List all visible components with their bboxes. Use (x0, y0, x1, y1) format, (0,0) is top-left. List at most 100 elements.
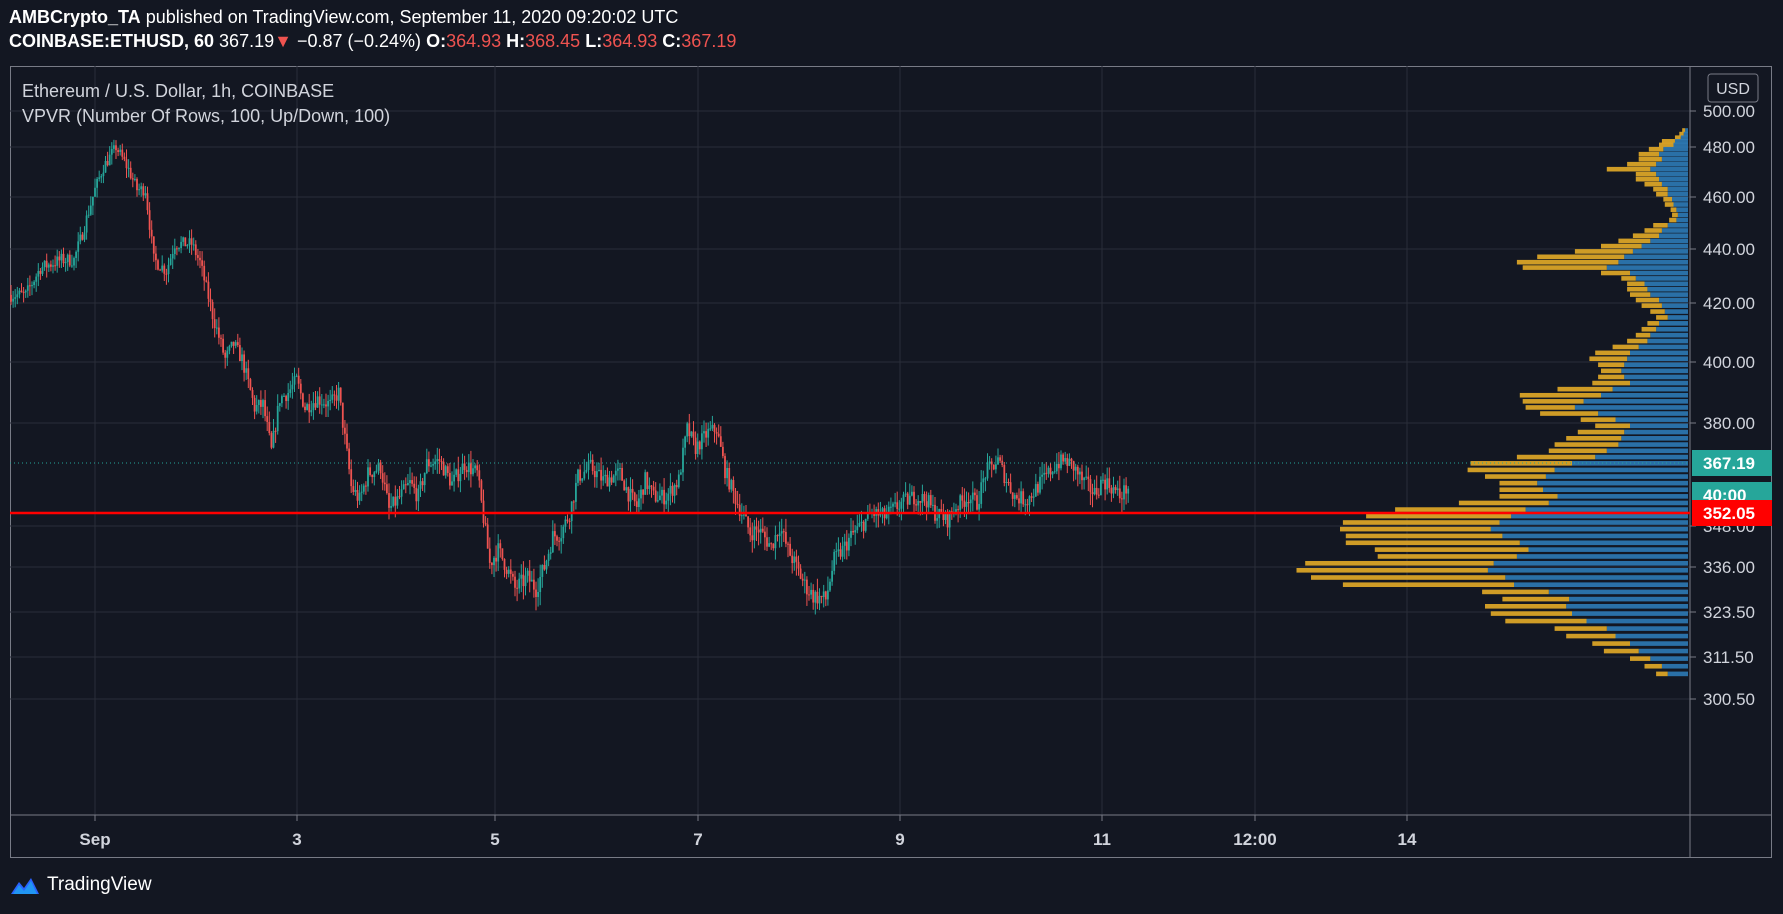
candle-body (362, 485, 365, 492)
candle-body (79, 234, 82, 242)
candle-body (686, 423, 689, 437)
candle-body (1127, 488, 1130, 494)
candle-body (627, 487, 630, 502)
vpvr-up-bar (1583, 399, 1688, 404)
vpvr-up-bar (1638, 648, 1688, 654)
vpvr-down-bar (1653, 223, 1668, 228)
vpvr-down-bar (1502, 596, 1570, 602)
candle-body (276, 405, 279, 432)
indicator-label[interactable]: VPVR (Number Of Rows, 100, Up/Down, 100) (22, 106, 390, 126)
candle-body (707, 428, 710, 438)
vpvr-down-bar (1505, 618, 1587, 624)
vpvr-up-bar (1650, 292, 1688, 297)
candle-body (369, 467, 371, 475)
vpvr-up-bar (1632, 249, 1688, 254)
vpvr-down-bar (1650, 309, 1665, 314)
candle-body (125, 159, 128, 169)
candle-body (1041, 474, 1043, 477)
candle-body (829, 581, 831, 591)
vpvr-up-bar (1601, 392, 1688, 398)
candle-body (677, 474, 680, 488)
candle-body (92, 196, 94, 206)
vpvr-up-bar (1667, 223, 1688, 228)
candle-body (617, 468, 619, 471)
vpvr-up-bar (1516, 554, 1688, 559)
footer-brand[interactable]: TradingView (9, 874, 152, 896)
candle-body (400, 489, 403, 497)
vpvr-down-bar (1467, 467, 1555, 473)
candle-body (325, 404, 327, 407)
candle-body (327, 400, 329, 407)
candle-body (1016, 495, 1018, 499)
candle-body (1087, 476, 1090, 480)
candle-body (1007, 482, 1010, 484)
candle-body (543, 564, 546, 570)
candle-body (514, 576, 516, 588)
candle-body (518, 578, 521, 589)
vpvr-up-bar (1685, 128, 1688, 133)
candle-body (663, 489, 665, 505)
candle-body (37, 270, 40, 277)
candle-body (1095, 487, 1098, 495)
candle-body (799, 568, 802, 579)
y-tick-label: 336.00 (1703, 558, 1755, 577)
vpvr-up-bar (1557, 494, 1688, 499)
candle-body (1055, 463, 1058, 472)
vpvr-up-bar (1647, 286, 1688, 292)
candle-body (881, 508, 884, 514)
publisher-name[interactable]: AMBCrypto_TA (9, 7, 141, 27)
candle-body (50, 264, 52, 267)
vpvr-up-bar (1621, 368, 1688, 374)
candle-body (848, 537, 850, 551)
candle-body (348, 448, 350, 470)
candle-body (547, 553, 550, 561)
vpvr-down-bar (1470, 461, 1572, 466)
candle-body (591, 459, 594, 472)
candle-body (623, 480, 626, 491)
candle-body (619, 468, 621, 470)
candle-body (207, 281, 210, 299)
vpvr-up-bar (1548, 589, 1688, 595)
open-value: 364.93 (446, 31, 502, 51)
candle-body (257, 400, 260, 406)
candle-body (352, 486, 355, 492)
candle-body (474, 465, 476, 469)
candle-body (791, 555, 794, 564)
candle-body (35, 276, 38, 282)
candle-body (610, 477, 613, 483)
candle-body (1123, 485, 1125, 500)
vpvr-up-bar (1683, 131, 1688, 137)
vpvr-down-bar (1458, 500, 1549, 506)
currency-label: USD (1716, 81, 1750, 98)
candle-body (913, 491, 915, 505)
vpvr-up-bar (1566, 604, 1688, 609)
candle-body (740, 515, 743, 517)
candle-body (26, 285, 29, 291)
candle-body (585, 469, 588, 472)
candle-body (146, 193, 149, 211)
candle-body (932, 504, 934, 506)
vpvr-down-bar (1377, 554, 1517, 559)
candle-body (575, 482, 577, 502)
vpvr-up-bar (1511, 513, 1688, 519)
candle-body (1068, 458, 1071, 466)
candle-body (631, 488, 634, 493)
candle-body (1024, 504, 1027, 506)
candle-body (835, 551, 838, 553)
candle-body (633, 492, 636, 502)
candle-body (1089, 479, 1092, 493)
candle-body (465, 469, 468, 473)
candle-body (43, 260, 46, 267)
vpvr-down-bar (1656, 315, 1668, 320)
candle-body (148, 210, 151, 230)
vpvr-up-bar (1586, 618, 1688, 624)
candle-body (1060, 454, 1062, 469)
candle-body (289, 389, 292, 393)
candle-body (992, 464, 995, 470)
candle-body (535, 589, 537, 597)
vpvr-up-bar (1680, 135, 1688, 140)
vpvr-down-bar (1630, 656, 1651, 661)
y-tick-label: 311.50 (1703, 648, 1754, 667)
candle-body (501, 548, 504, 560)
